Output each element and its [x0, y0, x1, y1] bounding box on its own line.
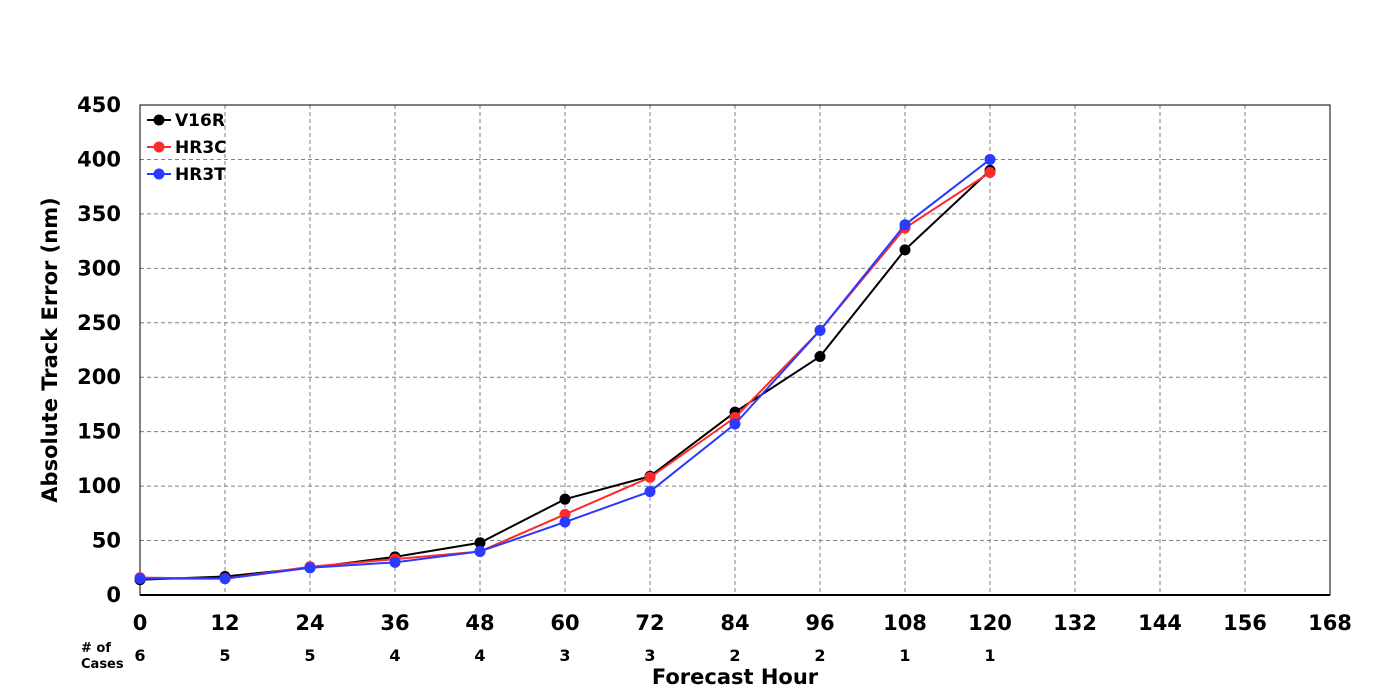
legend-item-hr3t: HR3T	[147, 165, 226, 185]
x-tick-label: 0	[133, 611, 148, 635]
y-tick-label: 50	[92, 529, 121, 553]
data-point-hr3t	[389, 556, 401, 568]
data-point-hr3c	[559, 508, 571, 520]
y-tick-label: 200	[77, 365, 121, 389]
case-count: 1	[984, 646, 995, 665]
x-tick-label: 168	[1308, 611, 1352, 635]
case-count: 5	[219, 646, 230, 665]
data-point-hr3t	[134, 573, 146, 585]
y-tick-labels: 0 50 100 150 200 250 300 350 400 450	[77, 93, 121, 607]
legend-item-hr3c: HR3C	[147, 138, 227, 158]
legend-marker	[153, 141, 165, 153]
data-point-hr3t	[984, 153, 996, 165]
case-count: 6	[134, 646, 145, 665]
data-point-hr3t	[219, 573, 231, 585]
legend-label: HR3T	[175, 165, 226, 185]
y-axis-title: Absolute Track Error (nm)	[38, 197, 62, 502]
legend-label: V16R	[175, 111, 225, 131]
case-count: 3	[644, 646, 655, 665]
x-tick-label: 156	[1223, 611, 1267, 635]
x-axis-title: Forecast Hour	[652, 665, 819, 689]
case-count: 2	[729, 646, 740, 665]
data-point-v16r	[899, 244, 911, 256]
data-point-v16r	[559, 493, 571, 505]
x-tick-label: 96	[805, 611, 834, 635]
data-point-hr3c	[984, 167, 996, 179]
legend-item-v16r: V16R	[147, 111, 225, 131]
case-count: 3	[559, 646, 570, 665]
case-count: 1	[899, 646, 910, 665]
data-point-hr3t	[899, 219, 911, 231]
legend-marker	[153, 168, 165, 180]
x-tick-label: 60	[550, 611, 579, 635]
y-tick-label: 300	[77, 256, 121, 280]
data-point-hr3t	[304, 562, 316, 574]
cases-label-line2: Cases	[81, 657, 124, 672]
legend-marker	[153, 114, 165, 126]
data-point-hr3t	[814, 324, 826, 336]
x-tick-label: 84	[720, 611, 749, 635]
x-tick-labels: 0 12 24 36 48 60 72 84 96 108 120 132 144 156 168	[133, 611, 1352, 635]
x-tick-label: 144	[1138, 611, 1182, 635]
cases-label-line1: # of	[81, 641, 111, 656]
case-count: 4	[389, 646, 400, 665]
x-tick-label: 24	[295, 611, 324, 635]
y-tick-label: 450	[77, 93, 121, 117]
y-tick-label: 250	[77, 311, 121, 335]
data-point-v16r	[474, 537, 486, 549]
series-hr3t	[134, 153, 996, 585]
grid-lines	[140, 105, 1330, 595]
data-point-hr3t	[474, 545, 486, 557]
y-tick-label: 0	[106, 583, 121, 607]
data-point-v16r	[814, 351, 826, 363]
case-counts: 6 5 5 4 4 3 3 2 2 1 1	[134, 646, 995, 665]
case-count: 5	[304, 646, 315, 665]
y-tick-label: 400	[77, 147, 121, 171]
series-group	[134, 153, 996, 586]
y-tick-label: 150	[77, 420, 121, 444]
legend-label: HR3C	[175, 138, 227, 158]
data-point-hr3t	[559, 516, 571, 528]
data-point-hr3c	[644, 471, 656, 483]
x-tick-label: 12	[210, 611, 239, 635]
x-tick-label: 36	[380, 611, 409, 635]
y-tick-label: 100	[77, 474, 121, 498]
legend: V16R HR3C HR3T	[147, 111, 227, 185]
x-tick-label: 72	[635, 611, 664, 635]
case-count: 2	[814, 646, 825, 665]
x-tick-label: 120	[968, 611, 1012, 635]
data-point-hr3t	[644, 486, 656, 498]
y-tick-label: 350	[77, 202, 121, 226]
x-tick-label: 108	[883, 611, 927, 635]
x-tick-label: 48	[465, 611, 494, 635]
case-count: 4	[474, 646, 485, 665]
x-tick-label: 132	[1053, 611, 1097, 635]
data-point-hr3t	[729, 418, 741, 430]
